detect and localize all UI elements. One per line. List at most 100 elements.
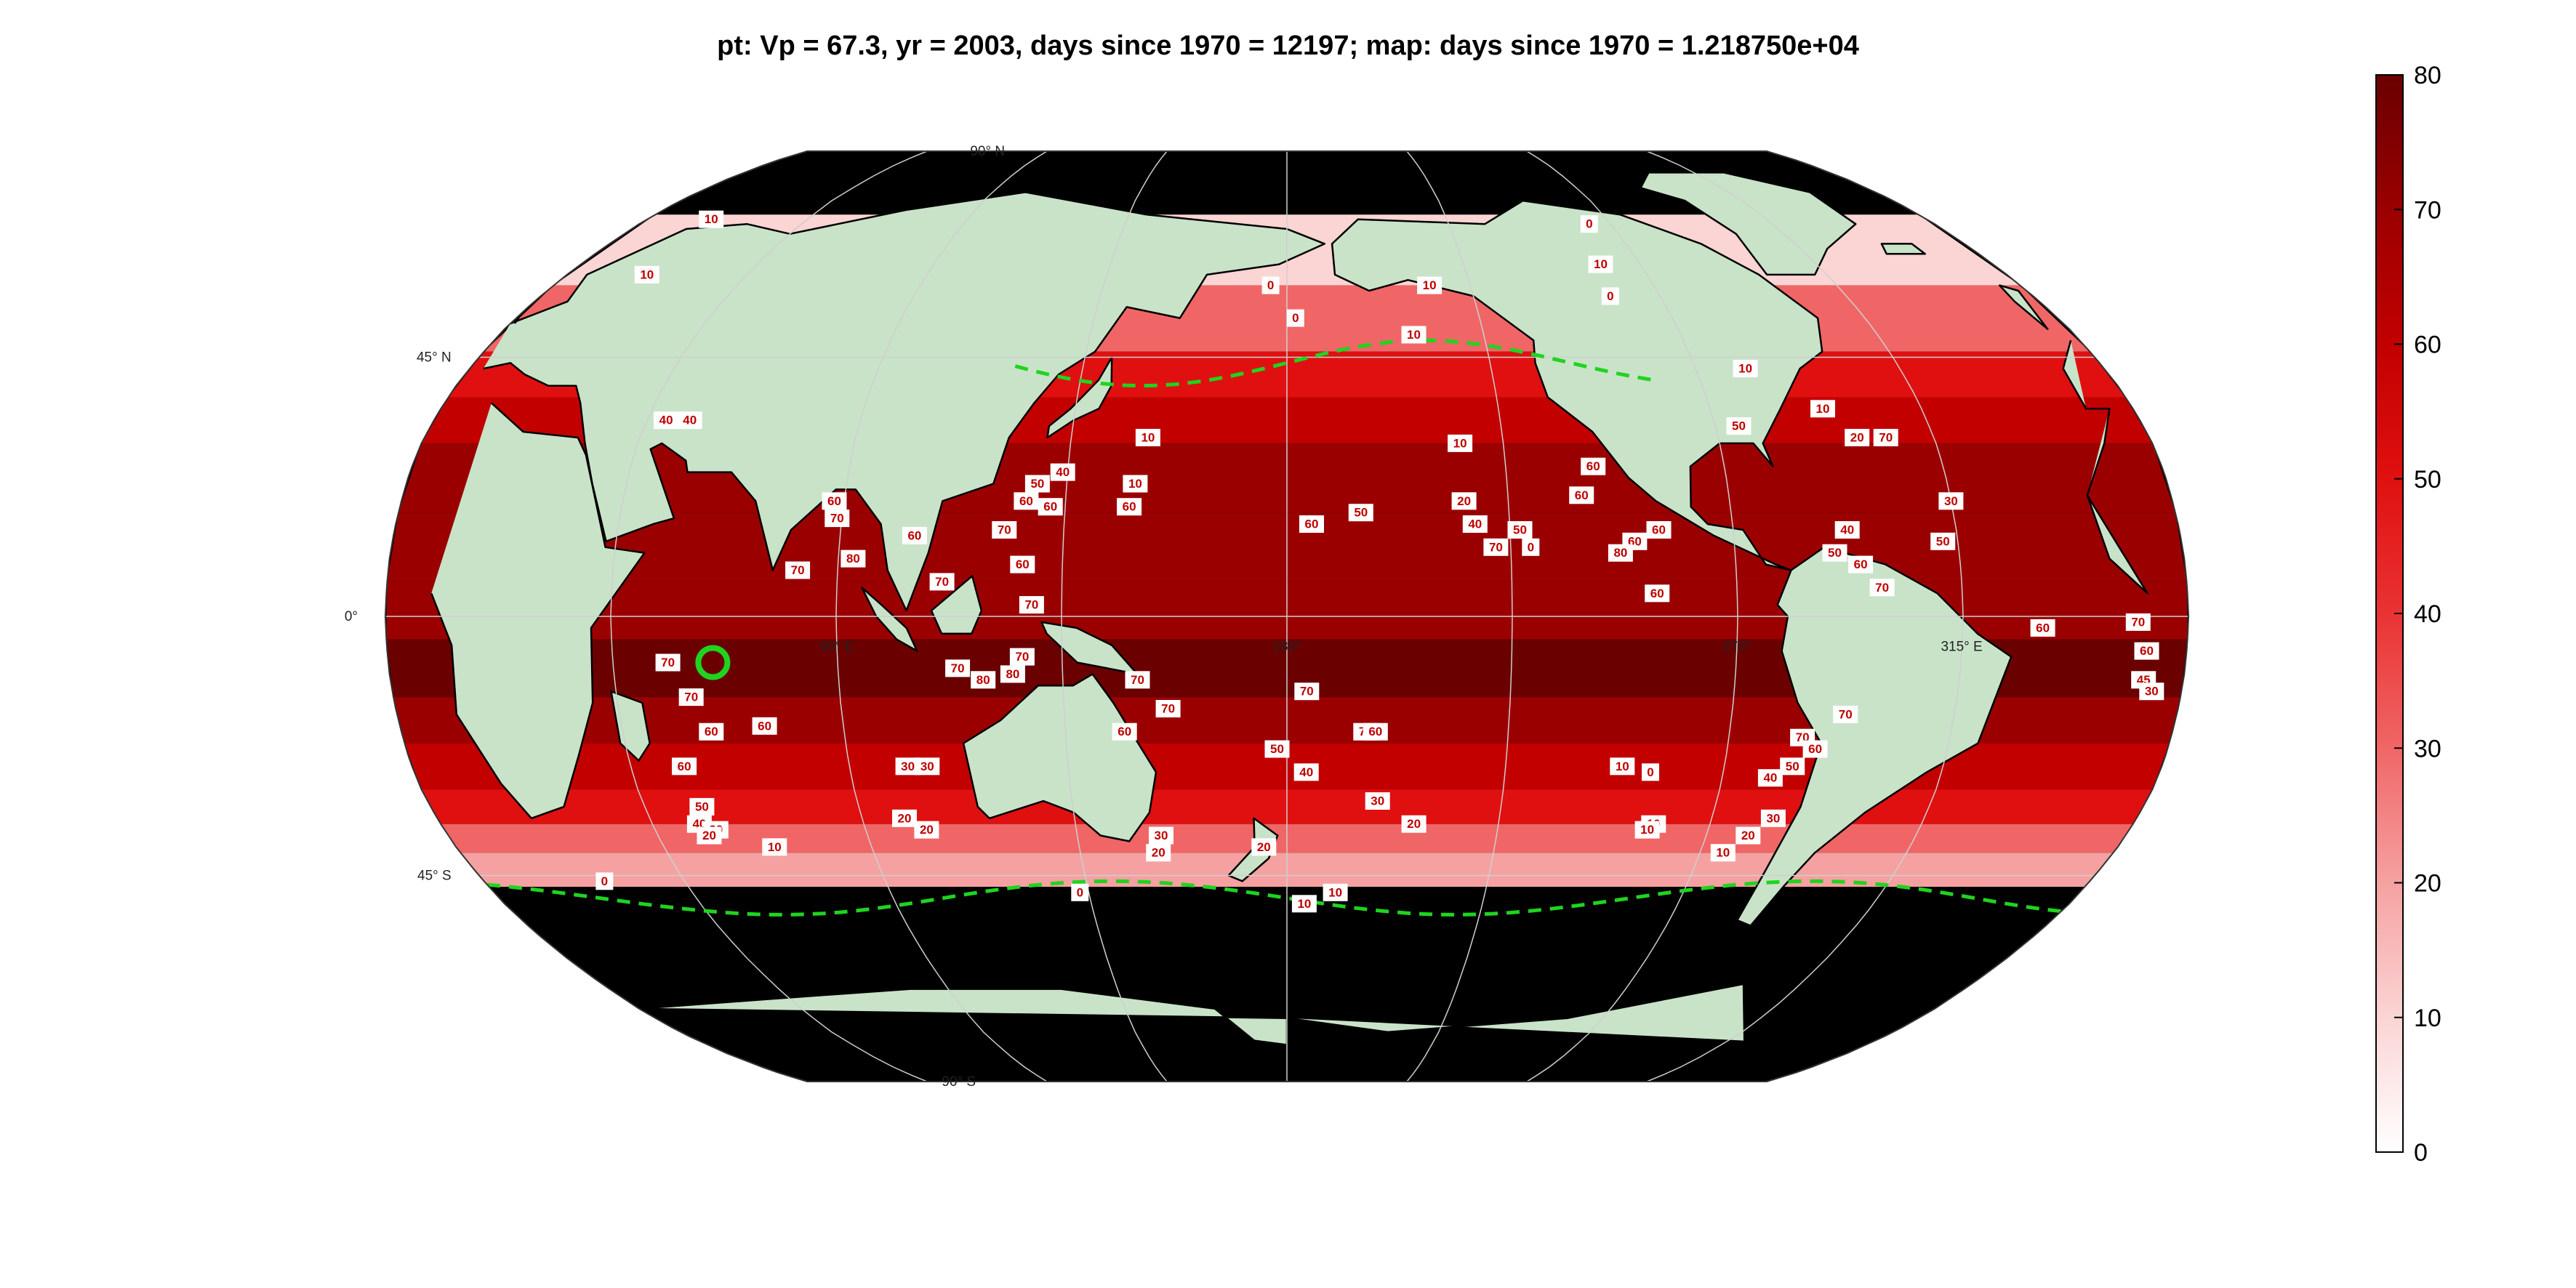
contour-label-box — [1462, 515, 1488, 533]
latitude-label: 0° — [345, 609, 358, 624]
contour-label: 50 — [1726, 417, 1752, 435]
contour-label-box — [1417, 276, 1443, 294]
contour-label-box — [915, 757, 940, 776]
contour-label-text: 10 — [768, 840, 782, 854]
contour-label: 30 — [1938, 492, 1964, 510]
land-mass — [1040, 621, 1139, 675]
graticule-meridian — [610, 151, 928, 1082]
contour-label-box — [2125, 613, 2151, 631]
contour-label-box — [1869, 579, 1895, 597]
contour-label: 20 — [697, 826, 722, 845]
land-mass — [1640, 172, 1857, 276]
contour-label-text: 10 — [1816, 402, 1830, 416]
contour-label-text: 50 — [1270, 742, 1284, 756]
contour-label-text: 30 — [1371, 794, 1384, 808]
contour-label-text: 20 — [898, 811, 912, 825]
contour-label-text: 30 — [901, 760, 915, 773]
contour-label-text: 70 — [1489, 540, 1503, 554]
contour-label-box — [971, 671, 996, 689]
contour-label: 50 — [1264, 740, 1290, 758]
contour-label-text: 0 — [1647, 765, 1653, 779]
contour-label-text: 0 — [601, 874, 608, 888]
contour-label-box — [1610, 757, 1635, 776]
contour-label-text: 70 — [1131, 673, 1144, 687]
latitude-label: 90° N — [970, 144, 1005, 159]
contour-label: 0 — [1261, 276, 1280, 294]
contour-label-box — [1845, 429, 1870, 446]
contour-label-box — [1451, 492, 1477, 510]
contour-label-box — [892, 809, 917, 827]
contour-label-box — [699, 723, 724, 741]
contour-label: 0 — [1642, 763, 1659, 781]
contour-label: 60 — [1581, 457, 1606, 475]
graticule-meridian — [835, 151, 1048, 1082]
contour-label-box — [1365, 792, 1390, 810]
contour-label: 30 — [1149, 826, 1173, 845]
contour-label: 70 — [1019, 596, 1044, 614]
contour-label-text: 20 — [1152, 846, 1165, 860]
colorbar-tick-label: 50 — [2414, 466, 2441, 494]
contour-label-box — [1264, 740, 1290, 758]
contour-label: 80 — [840, 550, 866, 568]
contour-label: 20 — [1401, 815, 1427, 833]
contour-label: 10 — [762, 838, 787, 856]
latitude-label: 90° S — [942, 1074, 976, 1090]
contour-label-box — [634, 265, 659, 283]
contour-label: 60 — [1802, 740, 1828, 758]
contour-label-text: 60 — [1808, 742, 1822, 756]
contour-label-text: 30 — [1766, 811, 1780, 825]
latitude-label: 45° N — [417, 350, 452, 365]
contour-label-box — [1112, 723, 1137, 741]
longitude-label: 270° — [1722, 640, 1751, 655]
contour-label-box — [672, 757, 697, 776]
colorbar-tick-label: 40 — [2414, 600, 2441, 628]
contour-label: 40 — [1834, 521, 1860, 539]
contour-label-text: 40 — [1056, 465, 1070, 479]
contour-label: 0 — [1522, 538, 1540, 556]
contour-label-box — [1848, 555, 1874, 573]
land-mass — [930, 575, 983, 635]
contour-label-text: 40 — [1840, 523, 1854, 537]
contour-label: 80 — [971, 671, 996, 689]
contour-label-box — [1580, 215, 1598, 233]
contour-label-box — [992, 521, 1017, 539]
contour-label: 10 — [1401, 326, 1427, 344]
contour-label-box — [822, 492, 847, 510]
contour-label: 70 — [1483, 538, 1509, 556]
colorbar-tick-label: 60 — [2414, 331, 2441, 359]
contour-label-text: 70 — [830, 512, 844, 526]
contour-label-text: 40 — [1299, 765, 1313, 779]
contour-label-box — [902, 526, 927, 544]
contour-label-text: 60 — [907, 528, 921, 542]
contour-label-box — [840, 550, 866, 568]
contour-label: 20 — [1736, 826, 1761, 845]
contour-label-text: 10 — [1738, 362, 1752, 376]
contour-label-text: 70 — [1161, 702, 1175, 716]
contour-label-text: 60 — [1368, 725, 1382, 738]
contour-label-text: 60 — [2036, 621, 2050, 635]
contour-label: 10 — [1448, 434, 1473, 452]
contour-label-box — [1588, 255, 1613, 273]
contour-label-text: 60 — [1575, 488, 1589, 502]
contour-label: 70 — [1009, 648, 1035, 666]
contour-label-text: 80 — [1006, 667, 1019, 681]
contour-label-box — [1135, 429, 1160, 446]
contour-label: 40 — [677, 411, 702, 430]
contour-label-text: 0 — [1077, 885, 1083, 899]
contour-label-text: 10 — [1423, 278, 1437, 292]
contour-label-text: 40 — [1468, 518, 1482, 531]
contour-label: 40 — [1293, 763, 1319, 781]
point-marker[interactable] — [695, 645, 731, 680]
contour-label-text: 60 — [2140, 644, 2154, 658]
contour-label-box — [1071, 883, 1089, 901]
contour-label-box — [1000, 665, 1025, 683]
contour-label: 50 — [1024, 475, 1050, 493]
contour-label-text: 0 — [1528, 540, 1534, 554]
contour-label-box — [654, 411, 679, 430]
colorbar-tick-label: 80 — [2414, 62, 2441, 89]
contour-label-box — [1780, 757, 1805, 776]
contour-label: 30 — [1760, 809, 1786, 827]
contour-label-box — [1323, 883, 1348, 901]
latitude-label: 45° S — [417, 869, 452, 884]
contour-label-text: 60 — [1043, 500, 1057, 514]
